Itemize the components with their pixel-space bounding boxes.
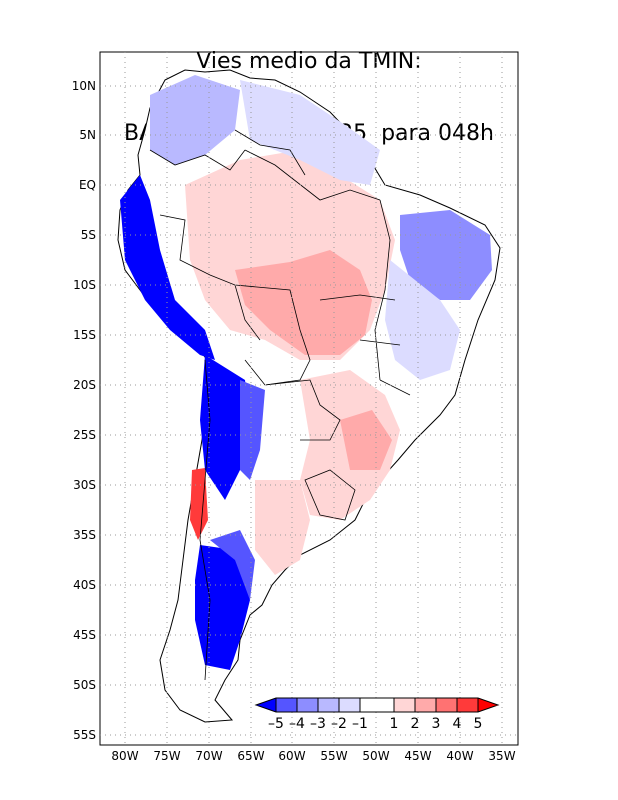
lon-tick-label: 45W	[404, 749, 431, 763]
lon-tick-label: 60W	[278, 749, 305, 763]
bias-region-northeast-brazil	[400, 210, 492, 300]
bias-region-andes-central	[200, 355, 250, 500]
lon-tick-label: 80W	[111, 749, 138, 763]
lon-tick-label: 55W	[320, 749, 347, 763]
colorbar-label: –4	[289, 716, 305, 732]
lat-tick-label: 25S	[73, 428, 96, 442]
colorbar-outline	[254, 697, 500, 713]
border-venezuela	[234, 129, 306, 176]
border-paraguay	[264, 379, 341, 441]
lat-tick-label: 55S	[73, 728, 96, 742]
longitude-axis: 80W 75W 70W 65W 60W 55W 50W 45W 40W 35W	[111, 749, 515, 763]
lat-tick-label: 10S	[73, 278, 96, 292]
colorbar-label: –3	[310, 716, 326, 732]
lat-tick-label: 5S	[81, 228, 96, 242]
map-frame	[99, 51, 519, 746]
colorbar-label: –5	[268, 716, 284, 732]
lat-tick-label: 45S	[73, 628, 96, 642]
bias-region-andes-south-outer	[210, 530, 255, 600]
lon-tick-label: 40W	[446, 749, 473, 763]
bias-region-colombia	[150, 75, 240, 165]
negative-bias-layer	[120, 75, 492, 670]
lon-tick-label: 75W	[153, 749, 180, 763]
colorbar-label: 3	[432, 716, 441, 732]
colorbar-swatch	[360, 698, 394, 712]
colorbar-swatch	[394, 698, 415, 712]
colorbar-swatch	[318, 698, 339, 712]
colorbar-swatch	[436, 698, 457, 712]
colorbar-label: 1	[390, 716, 399, 732]
colorbar: –5 –4 –3 –2 –1 1 2 3 4 5	[254, 697, 500, 732]
latitude-axis: 10N 5N EQ 5S 10S 15S 20S 25S 30S 35S 40S…	[72, 79, 96, 742]
colorbar-swatch	[478, 698, 498, 712]
bias-region-patagonia	[255, 480, 310, 575]
lat-tick-label: 40S	[73, 578, 96, 592]
lat-tick-label: 35S	[73, 528, 96, 542]
colorbar-label: 2	[411, 716, 420, 732]
lat-tick-label: 5N	[79, 128, 96, 142]
bias-region-central-brazil	[235, 250, 372, 355]
lon-tick-label: 35W	[488, 749, 515, 763]
colorbar-swatch	[457, 698, 478, 712]
title-line-1: Vies medio da TMIN:	[196, 49, 422, 74]
border-brazil-states	[319, 199, 411, 396]
bias-region-chile-coast	[190, 468, 208, 540]
border-brazil-north	[244, 149, 381, 201]
lon-tick-label: 70W	[195, 749, 222, 763]
bias-region-andes-north	[120, 175, 215, 360]
lat-tick-label: 10N	[72, 79, 96, 93]
bias-region-andes-central-outer	[240, 380, 265, 480]
colorbar-label: 4	[453, 716, 462, 732]
border-argentina-chile	[199, 359, 211, 681]
lat-tick-label: EQ	[79, 178, 96, 192]
colorbar-swatch	[276, 698, 297, 712]
colorbar-label: –2	[331, 716, 347, 732]
lon-tick-label: 50W	[362, 749, 389, 763]
border-uruguay	[304, 469, 356, 521]
colorbar-label: –1	[352, 716, 368, 732]
colorbar-swatch	[415, 698, 436, 712]
bias-region-venezuela-guyana	[240, 80, 380, 185]
positive-bias-layer	[185, 150, 400, 575]
bias-region-andes-south	[195, 545, 250, 670]
colorbar-swatch	[339, 698, 360, 712]
colorbar-label: 5	[474, 716, 483, 732]
lat-tick-label: 30S	[73, 478, 96, 492]
lat-tick-label: 15S	[73, 328, 96, 342]
gridlines	[100, 52, 518, 745]
lon-tick-label: 65W	[237, 749, 264, 763]
colorbar-swatch	[256, 698, 276, 712]
border-peru-brazil	[159, 214, 261, 341]
lat-tick-label: 20S	[73, 378, 96, 392]
lat-tick-label: 50S	[73, 678, 96, 692]
colorbar-swatch	[297, 698, 318, 712]
bias-region-southeast	[340, 410, 392, 470]
border-colombia	[149, 149, 246, 171]
bias-region-northeast-brazil-outer	[385, 260, 460, 380]
